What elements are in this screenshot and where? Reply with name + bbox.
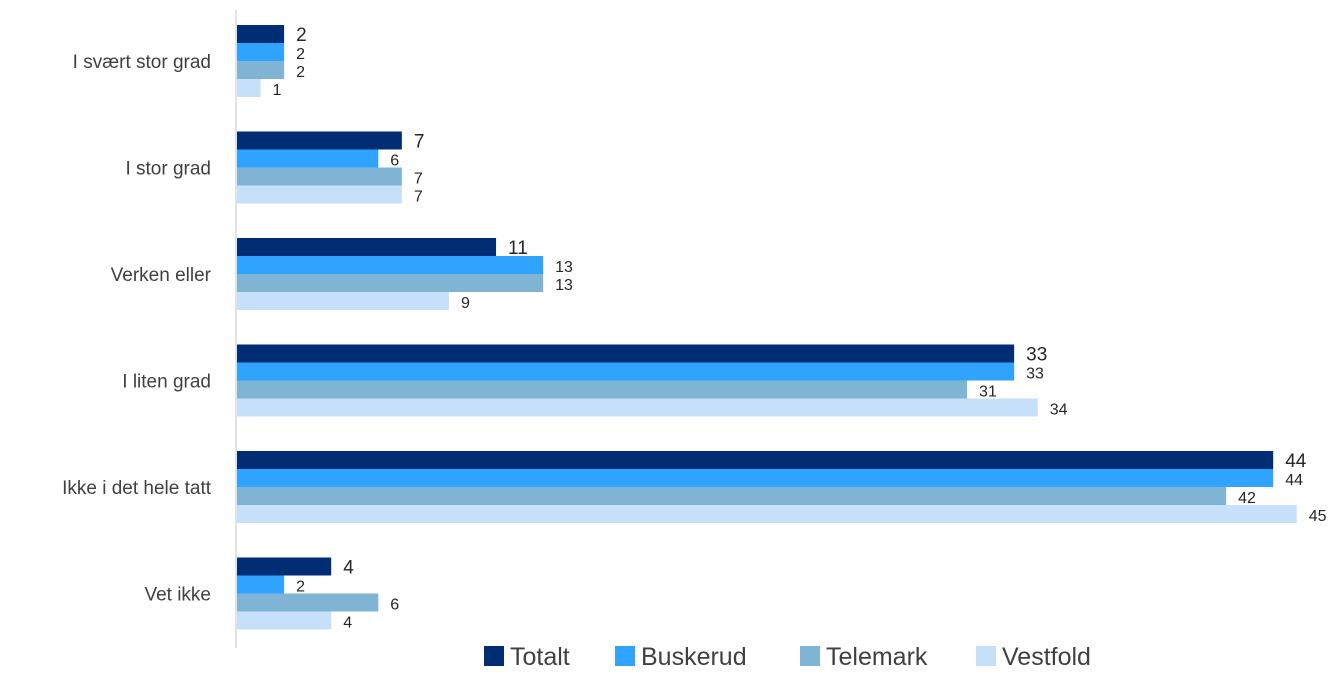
value-label-totalt-i-liten-grad: 33 [1026,345,1047,366]
value-label-telemark-i-sv-rt-stor-grad: 2 [296,64,305,81]
value-label-vestfold-verken-eller: 9 [461,295,470,312]
bar-buskerud-i-stor-grad [237,149,379,168]
value-label-buskerud-i-liten-grad: 33 [1026,366,1044,383]
category-label-vet-ikke: Vet ikke [144,585,211,606]
legend-swatch-buskerud [615,646,635,666]
bar-totalt-i-sv-rt-stor-grad [237,25,285,43]
value-label-telemark-i-stor-grad: 7 [414,171,423,188]
legend-label-buskerud: Buskerud [641,643,747,671]
value-label-buskerud-ikke-i-det-hele-tatt: 44 [1285,472,1303,489]
value-label-vestfold-i-sv-rt-stor-grad: 1 [273,82,282,99]
value-label-telemark-ikke-i-det-hele-tatt: 42 [1238,490,1256,507]
value-label-telemark-i-liten-grad: 31 [979,384,997,401]
bar-buskerud-i-liten-grad [237,362,1015,381]
bar-totalt-verken-eller [237,238,497,256]
value-label-totalt-verken-eller: 11 [508,238,528,259]
bar-totalt-i-liten-grad [237,344,1015,363]
legend-swatch-vestfold [976,646,996,666]
bar-buskerud-i-sv-rt-stor-grad [237,43,285,61]
bar-vestfold-ikke-i-det-hele-tatt [237,505,1297,523]
bar-telemark-ikke-i-det-hele-tatt [237,487,1227,505]
bar-buskerud-verken-eller [237,256,544,274]
value-label-telemark-vet-ikke: 6 [390,597,399,614]
bar-buskerud-ikke-i-det-hele-tatt [237,469,1274,487]
value-label-vestfold-vet-ikke: 4 [343,615,352,632]
value-label-buskerud-verken-eller: 13 [555,259,573,276]
category-label-i-sv-rt-stor-grad: I svært stor grad [73,52,211,73]
bar-telemark-i-stor-grad [237,167,402,186]
bar-vestfold-i-stor-grad [237,185,402,204]
bars-group [237,25,1297,630]
legend-swatch-telemark [800,646,820,666]
legend-label-totalt: Totalt [510,643,570,671]
bar-vestfold-vet-ikke [237,611,332,630]
value-label-buskerud-i-sv-rt-stor-grad: 2 [296,46,305,63]
value-label-totalt-i-stor-grad: 7 [414,132,425,153]
bar-totalt-ikke-i-det-hele-tatt [237,451,1274,469]
bar-totalt-i-stor-grad [237,131,402,150]
value-label-totalt-i-sv-rt-stor-grad: 2 [296,25,307,46]
value-label-vestfold-ikke-i-det-hele-tatt: 45 [1309,508,1327,525]
bar-vestfold-i-liten-grad [237,398,1038,417]
legend: Totalt Buskerud Telemark Vestfold [484,643,1091,671]
bar-vestfold-i-sv-rt-stor-grad [237,79,261,97]
bar-telemark-verken-eller [237,274,544,292]
category-label-i-stor-grad: I stor grad [125,159,211,180]
bar-telemark-vet-ikke [237,593,379,612]
bar-telemark-i-liten-grad [237,380,968,399]
category-labels: I svært stor grad I stor grad Verken eller… [62,52,212,606]
category-label-ikke-i-det-hele-tatt: Ikke i det hele tatt [62,478,212,499]
category-label-i-liten-grad: I liten grad [122,372,211,393]
bar-vestfold-verken-eller [237,292,449,310]
legend-label-vestfold: Vestfold [1002,643,1091,671]
value-label-buskerud-i-stor-grad: 6 [390,153,399,170]
value-label-vestfold-i-stor-grad: 7 [414,189,423,206]
value-label-totalt-vet-ikke: 4 [343,558,354,579]
bar-buskerud-vet-ikke [237,575,285,594]
value-label-totalt-ikke-i-det-hele-tatt: 44 [1285,451,1307,472]
value-label-vestfold-i-liten-grad: 34 [1050,402,1068,419]
value-label-telemark-verken-eller: 13 [555,277,573,294]
legend-label-telemark: Telemark [826,643,928,671]
value-label-buskerud-vet-ikke: 2 [296,579,305,596]
bar-telemark-i-sv-rt-stor-grad [237,61,285,79]
category-label-verken-eller: Verken eller [111,265,212,286]
legend-swatch-totalt [484,646,504,666]
bar-totalt-vet-ikke [237,557,332,576]
